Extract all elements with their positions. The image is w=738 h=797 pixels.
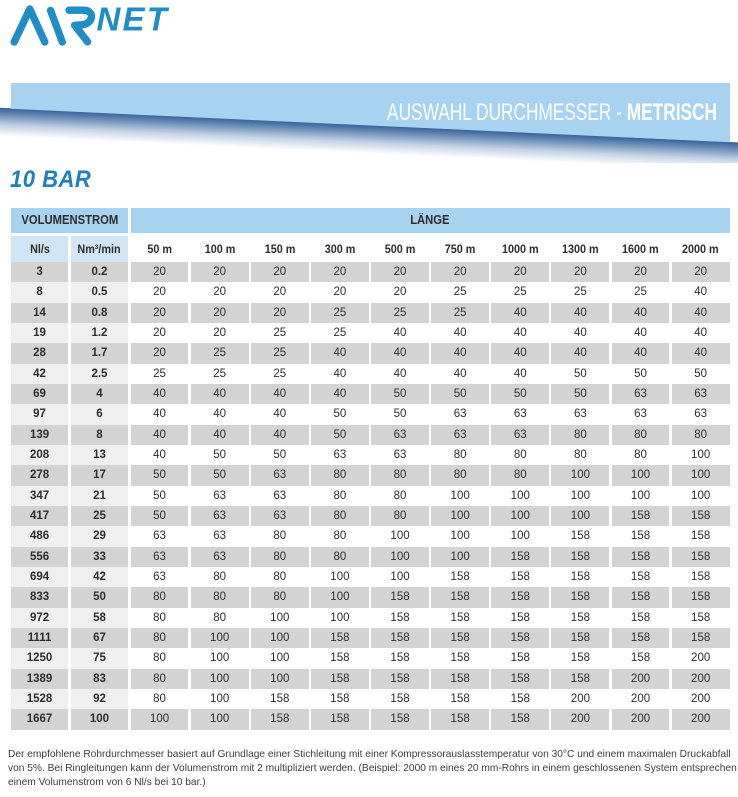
svg-text:NET: NET: [97, 1, 170, 38]
